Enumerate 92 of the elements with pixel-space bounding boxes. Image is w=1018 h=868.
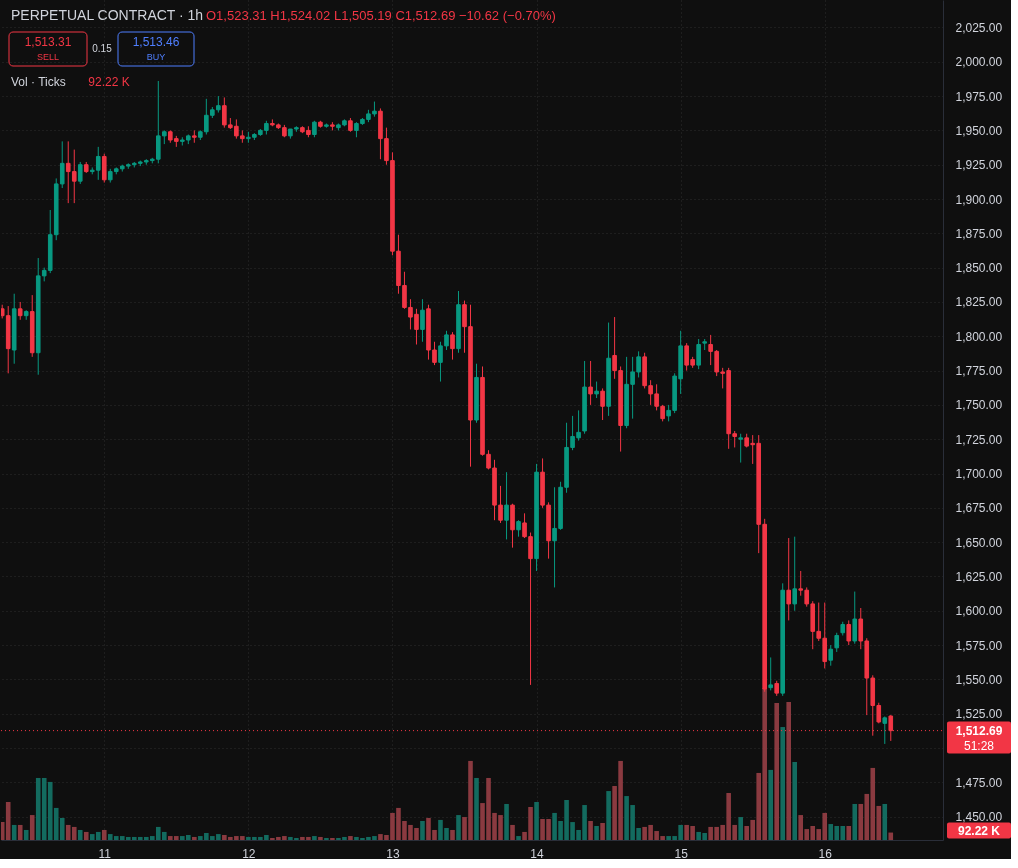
text: 92.22 K xyxy=(88,75,130,89)
candlestick xyxy=(77,161,83,185)
bar xyxy=(588,821,593,840)
bar xyxy=(450,829,455,840)
bar xyxy=(738,817,743,840)
y-tick-label: 1,675.00 xyxy=(955,501,1003,516)
bar xyxy=(11,824,17,840)
y-tick-label: 1,975.00 xyxy=(955,89,1003,104)
bar xyxy=(348,836,353,840)
bar xyxy=(792,762,798,840)
text: PERPETUAL CONTRACT · 1h xyxy=(11,7,204,23)
bar xyxy=(846,826,852,840)
y-tick-label: 2,000.00 xyxy=(955,55,1003,70)
candlestick xyxy=(786,537,792,621)
y-tick-label: 1,525.00 xyxy=(955,707,1003,722)
y-tick-label: 1,700.00 xyxy=(955,467,1003,482)
bar xyxy=(192,836,197,840)
bar xyxy=(606,791,611,840)
bar xyxy=(101,829,107,840)
bar xyxy=(594,826,599,840)
bar xyxy=(600,822,605,840)
bar xyxy=(83,831,89,840)
bar xyxy=(882,803,888,840)
bar xyxy=(474,777,479,840)
bar xyxy=(780,727,785,840)
candlestick xyxy=(768,656,773,691)
bar xyxy=(17,824,23,840)
bar xyxy=(312,836,317,840)
y-tick-label: 1,925.00 xyxy=(955,158,1003,173)
bar xyxy=(516,836,521,840)
y-tick-label: 1,775.00 xyxy=(955,364,1003,379)
bar xyxy=(77,829,83,840)
y-tick-label: 1,575.00 xyxy=(955,638,1003,653)
bar xyxy=(318,836,323,840)
y-tick-label: 1,475.00 xyxy=(955,775,1003,790)
y-tick-label: 1,850.00 xyxy=(955,261,1003,276)
annotation: O1,523.31 H1,524.02 L1,505.19 C1,512.69 −10.62 (−0.70%) xyxy=(206,8,556,23)
candlestick xyxy=(792,536,798,612)
bar xyxy=(456,815,461,840)
candlestick xyxy=(504,471,509,540)
y-tick-label: 1,600.00 xyxy=(955,604,1003,619)
candlestick xyxy=(828,644,834,667)
bar xyxy=(23,829,29,840)
annotation: 1,513.46 xyxy=(132,35,180,49)
text: 92.22 K xyxy=(957,823,1001,838)
ref-line-label: 1,512.69 xyxy=(955,723,1003,738)
y-tick-label: 1,800.00 xyxy=(955,329,1003,344)
candlestick xyxy=(450,331,455,361)
y-tick-label: 1,550.00 xyxy=(955,672,1003,687)
y-tick-label: 1,625.00 xyxy=(955,569,1003,584)
candlestick xyxy=(420,298,425,343)
bar xyxy=(420,821,425,840)
bar xyxy=(888,832,894,840)
x-tick-label: 11 xyxy=(98,846,112,861)
bar xyxy=(774,703,779,840)
bar xyxy=(852,803,858,840)
y-tick-label: 1,450.00 xyxy=(955,810,1003,825)
annotation: SELL xyxy=(36,52,60,62)
x-tick-label: 14 xyxy=(530,846,545,861)
candlestick xyxy=(696,338,701,370)
x-tick-label: 15 xyxy=(674,846,689,861)
annotation: 1,513.31 xyxy=(24,35,72,49)
x-tick-label: 13 xyxy=(386,846,400,861)
candlestick xyxy=(882,715,888,745)
y-tick-label: 1,825.00 xyxy=(955,295,1003,310)
annotation: 0.15 xyxy=(92,43,113,54)
candlestick xyxy=(738,433,743,464)
bar xyxy=(534,801,539,840)
bar xyxy=(768,769,773,840)
y-tick-label: 1,900.00 xyxy=(955,192,1003,207)
x-tick-label: 12 xyxy=(242,846,256,861)
y-tick-label: 1,750.00 xyxy=(955,398,1003,413)
bar xyxy=(5,801,11,840)
candlestick xyxy=(101,153,107,184)
bar xyxy=(504,803,509,840)
bar xyxy=(29,815,35,840)
y-tick-label: 1,725.00 xyxy=(955,432,1003,447)
annotation: BUY xyxy=(146,52,166,62)
candlestick xyxy=(834,632,840,653)
y-tick-label: 2,025.00 xyxy=(955,20,1003,35)
bar xyxy=(510,824,515,840)
candlestick xyxy=(846,619,852,646)
text: 51:28 xyxy=(963,738,995,753)
y-tick-label: 1,650.00 xyxy=(955,535,1003,550)
y-tick-label: 1,875.00 xyxy=(955,226,1003,241)
chart-title: Vol · Ticks xyxy=(11,75,66,89)
x-tick-label: 16 xyxy=(818,846,833,861)
y-tick-label: 1,950.00 xyxy=(955,123,1003,138)
candlestick xyxy=(588,360,593,406)
candlestick xyxy=(600,387,605,421)
bar xyxy=(786,701,792,840)
candlestick xyxy=(852,591,858,645)
